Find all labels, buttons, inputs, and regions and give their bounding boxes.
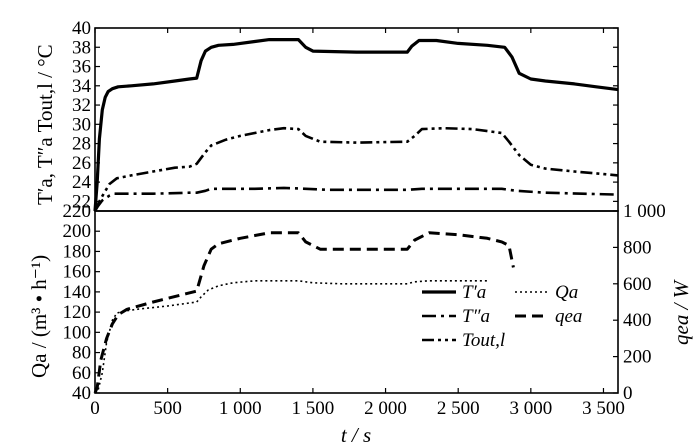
legend-label: qea <box>555 306 582 327</box>
x-tick-label: 0 <box>90 398 100 419</box>
legend-label: Tout,l <box>462 330 505 351</box>
top-y-tick-label: 38 <box>72 37 91 58</box>
bottom-y-tick-label: 140 <box>63 282 92 303</box>
x-tick-label: 3 000 <box>509 398 552 419</box>
x-tick-label: 1 500 <box>292 398 335 419</box>
x-axis-label: t / s <box>341 423 371 447</box>
top-y-tick-label: 28 <box>72 134 91 155</box>
top-panel-series <box>93 38 619 212</box>
legend-label: Qa <box>555 282 578 303</box>
right-y-axis-label: qea / W <box>669 278 693 345</box>
legend-label: T″a <box>462 306 490 327</box>
legend: T′a Qa T″a qea Tout,l <box>422 282 582 351</box>
legend-label: T′a <box>462 282 486 303</box>
bottom-y-tick-label: 200 <box>63 221 92 242</box>
top-y-tick-label: 30 <box>72 114 91 135</box>
right-y-tick-label: 200 <box>623 347 652 368</box>
top-y-tick-label: 36 <box>72 57 91 78</box>
bottom-y-tick-label: 220 <box>63 201 92 222</box>
x-tick-label: 3 500 <box>582 398 625 419</box>
series-line-solid <box>93 38 619 212</box>
top-y-tick-label: 40 <box>72 18 91 39</box>
right-y-tick-label: 400 <box>623 310 652 331</box>
bottom-y-tick-label: 80 <box>72 343 91 364</box>
right-y-axis: 0 200 400 600 800 1 000 <box>613 201 666 404</box>
bottom-y-tick-label: 40 <box>72 383 91 404</box>
bottom-y-tick-label: 180 <box>63 241 92 262</box>
x-axis: 0 500 1 000 1 500 2 000 2 500 3 000 3 500 <box>90 28 625 419</box>
top-y-tick-label: 32 <box>72 95 91 116</box>
bottom-panel-series <box>93 231 515 394</box>
top-y-tick-label: 24 <box>72 172 92 193</box>
right-y-tick-label: 600 <box>623 274 652 295</box>
series-line-dashdotdot <box>93 126 619 212</box>
top-y-tick-label: 26 <box>72 153 91 174</box>
series-line-dotted <box>94 280 488 394</box>
top-y-tick-label: 22 <box>72 191 91 212</box>
series-line-dashdot <box>93 186 619 212</box>
top-y-tick-label: 34 <box>72 76 92 97</box>
x-tick-label: 2 000 <box>364 398 407 419</box>
top-panel-frame <box>94 27 619 212</box>
bottom-y-tick-label: 160 <box>63 262 92 283</box>
bottom-y-tick-label: 60 <box>72 363 91 384</box>
x-tick-label: 2 500 <box>437 398 480 419</box>
x-tick-label: 1 000 <box>219 398 262 419</box>
bottom-y-axis-label: Qa / (m³ • h⁻¹) <box>27 255 51 378</box>
right-y-tick-label: 800 <box>623 237 652 258</box>
top-y-axis-label: T′a, T″a Tout,l / °C <box>33 44 57 205</box>
x-tick-label: 500 <box>153 398 182 419</box>
bottom-y-tick-label: 100 <box>63 322 92 343</box>
right-y-tick-label: 1 000 <box>623 201 666 222</box>
bottom-panel-frame <box>94 210 619 394</box>
right-y-tick-label: 0 <box>623 383 633 404</box>
series-line-dashed <box>93 231 515 394</box>
bottom-y-tick-label: 120 <box>63 302 92 323</box>
